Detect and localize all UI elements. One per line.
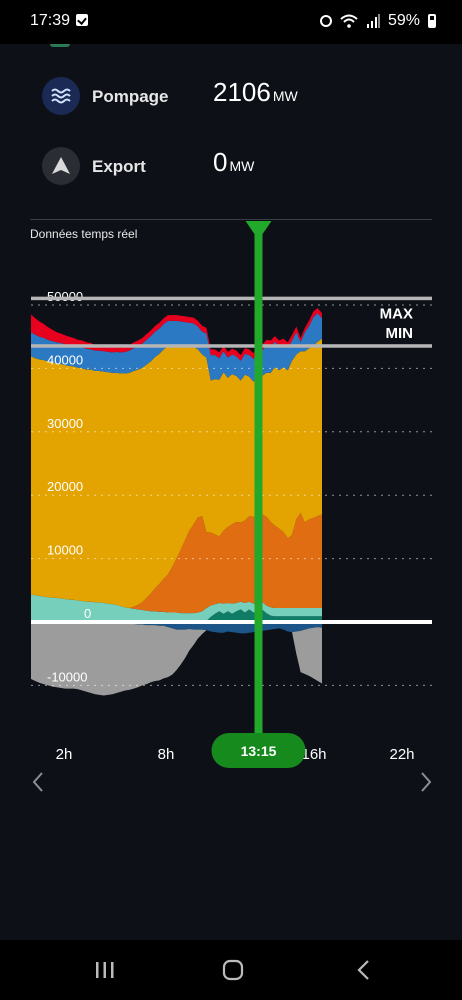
ref-label-min: MIN xyxy=(386,325,414,342)
battery-icon xyxy=(428,14,436,28)
alarm-icon xyxy=(319,15,332,27)
y-tick-label: 50000 xyxy=(47,289,83,304)
area-hydro xyxy=(31,313,322,382)
area-exchange xyxy=(31,622,322,696)
ref-label-max: MAX xyxy=(380,306,413,323)
ref-line-max xyxy=(31,296,432,301)
y-tick-label: 30000 xyxy=(47,416,83,431)
previous-day-arrow-icon[interactable] xyxy=(28,770,48,794)
signal-icon xyxy=(366,14,380,28)
time-cursor-handle-icon[interactable] xyxy=(245,221,272,240)
export-label: Export xyxy=(92,157,146,176)
section-divider xyxy=(30,219,432,220)
export-value: 0 MW xyxy=(213,147,254,178)
status-icons: 59% xyxy=(319,12,436,30)
x-tick-label: 8h xyxy=(158,746,175,763)
arrow-up-icon xyxy=(42,147,80,185)
ref-line-min xyxy=(31,344,432,348)
zero-baseline xyxy=(31,620,432,624)
time-cursor-badge[interactable] xyxy=(211,733,306,768)
y-tick-label: 0 xyxy=(84,606,91,621)
y-tick-label: 10000 xyxy=(47,543,83,558)
export-number: 0 xyxy=(213,147,228,177)
previous-row-edge xyxy=(50,44,70,47)
export-unit: MW xyxy=(229,158,255,174)
time-cursor-label: 13:15 xyxy=(241,743,277,759)
area-wind xyxy=(31,594,322,621)
time-cursor-line[interactable] xyxy=(254,226,263,740)
y-tick-label: -10000 xyxy=(47,669,87,684)
y-tick-label: 20000 xyxy=(47,479,83,494)
recent-apps-icon[interactable] xyxy=(94,960,116,980)
pumping-number: 2106 xyxy=(213,77,271,107)
status-bar: 17:39 59% xyxy=(0,0,462,44)
area-solar xyxy=(31,512,322,614)
status-time: 17:39 xyxy=(30,12,71,29)
area-pumping xyxy=(31,622,322,634)
x-tick-label: 16h xyxy=(301,746,326,763)
y-tick-label: 40000 xyxy=(47,352,83,367)
back-icon[interactable] xyxy=(354,959,374,981)
area-nuclear xyxy=(31,338,322,609)
notification-icon xyxy=(76,14,88,26)
pumping-row[interactable]: Pompage 2106 MW xyxy=(0,77,462,127)
x-tick-label: 22h xyxy=(389,746,414,763)
system-nav-bar xyxy=(0,940,462,1000)
area-bio xyxy=(31,609,322,622)
export-row[interactable]: Export 0 MW xyxy=(0,147,462,197)
pumping-unit: MW xyxy=(272,88,298,104)
pumping-value: 2106 MW xyxy=(213,77,298,108)
next-day-arrow-icon[interactable] xyxy=(416,770,436,794)
wifi-icon xyxy=(340,14,358,28)
pumping-label: Pompage xyxy=(92,87,169,106)
home-icon[interactable] xyxy=(222,959,244,981)
waves-icon xyxy=(42,77,80,115)
section-label: Données temps réel xyxy=(30,227,138,241)
x-tick-label: 2h xyxy=(56,746,73,763)
battery-level: 59% xyxy=(387,12,420,29)
production-chart[interactable]: 50000 40000 30000 20000 10000 0 -10000 MAX MIN 2h… xyxy=(0,220,462,780)
